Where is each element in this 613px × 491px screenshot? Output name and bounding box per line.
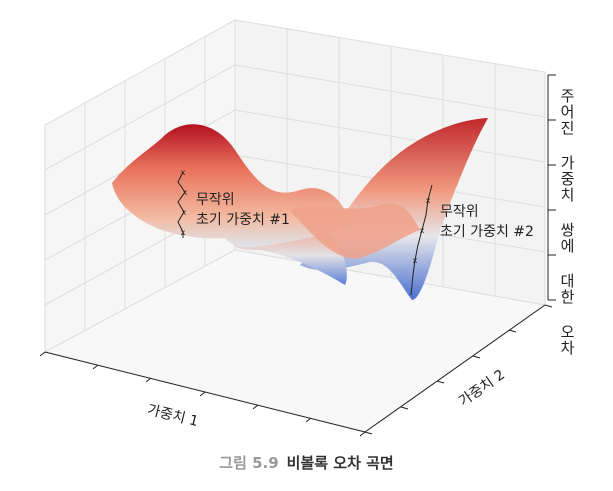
svg-text:x: x	[182, 208, 187, 217]
svg-text:x: x	[420, 226, 425, 235]
surface-plot: x x x x x x x	[39, 19, 556, 437]
svg-text:x: x	[181, 168, 186, 177]
svg-text:x: x	[426, 196, 431, 205]
annotation-line: 초기 가중치 #1	[196, 212, 290, 228]
annotation-line: 무작위	[440, 204, 479, 220]
caption-title: 비볼록 오차 곡면	[286, 454, 394, 472]
error-surface	[112, 118, 488, 300]
annotation-line: 무작위	[196, 192, 235, 208]
caption-number: 그림 5.9	[219, 454, 279, 472]
annotation-line: 초기 가중치 #2	[440, 224, 534, 240]
svg-text:x: x	[181, 228, 186, 237]
svg-text:x: x	[413, 256, 418, 265]
svg-text:x: x	[183, 188, 188, 197]
trajectories: x x x x x x x	[177, 168, 433, 296]
z-axis-label: 주어진 가중치 쌍에 대한 오차	[558, 88, 576, 356]
axis-lines	[39, 74, 556, 437]
caption: 그림 5.9 비볼록 오차 곡면	[0, 452, 613, 473]
